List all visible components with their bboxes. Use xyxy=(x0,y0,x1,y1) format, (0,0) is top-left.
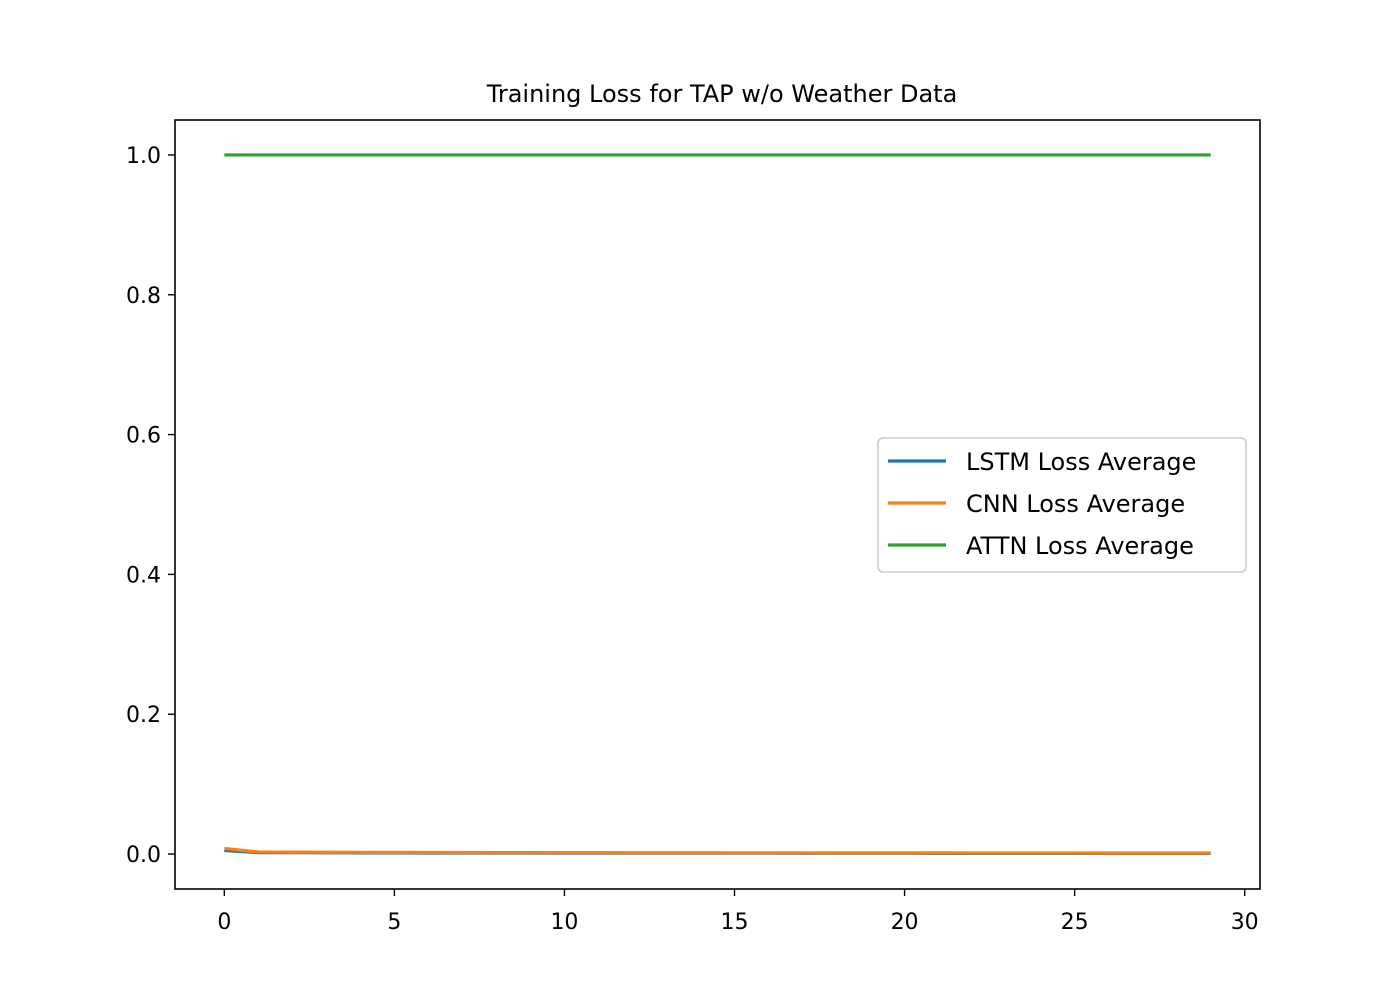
x-tick-label: 20 xyxy=(891,910,919,935)
legend-box xyxy=(877,437,1247,573)
x-tick-label: 0 xyxy=(217,910,231,935)
x-tick-label: 30 xyxy=(1231,910,1259,935)
plot-area-frame xyxy=(174,119,1261,890)
y-tick-label: 1.0 xyxy=(126,144,161,169)
x-tick-label: 5 xyxy=(387,910,401,935)
axis-ticks: 0 5 10 15 20 25 30 0.0 0.2 0.4 0.6 0.8 1.0 xyxy=(126,144,1259,935)
chart-title: Training Loss for TAP w/o Weather Data xyxy=(486,80,958,108)
y-tick-label: 0.8 xyxy=(126,284,161,309)
legend-label: LSTM Loss Average xyxy=(966,448,1196,476)
x-tick-label: 25 xyxy=(1061,910,1089,935)
series-lines xyxy=(224,153,1211,856)
x-tick-label: 10 xyxy=(550,910,578,935)
series-line-cnn-loss-average xyxy=(224,846,1211,855)
y-tick-label: 0.4 xyxy=(126,563,161,588)
legend-label: ATTN Loss Average xyxy=(966,532,1194,560)
x-tick-label: 15 xyxy=(721,910,749,935)
y-tick-label: 0.6 xyxy=(126,424,161,449)
y-tick-label: 0.0 xyxy=(126,843,161,868)
legend-label: CNN Loss Average xyxy=(966,490,1185,518)
y-tick-label: 0.2 xyxy=(126,703,161,728)
legend: LSTM Loss Average CNN Loss Average ATTN Lo… xyxy=(877,437,1247,573)
